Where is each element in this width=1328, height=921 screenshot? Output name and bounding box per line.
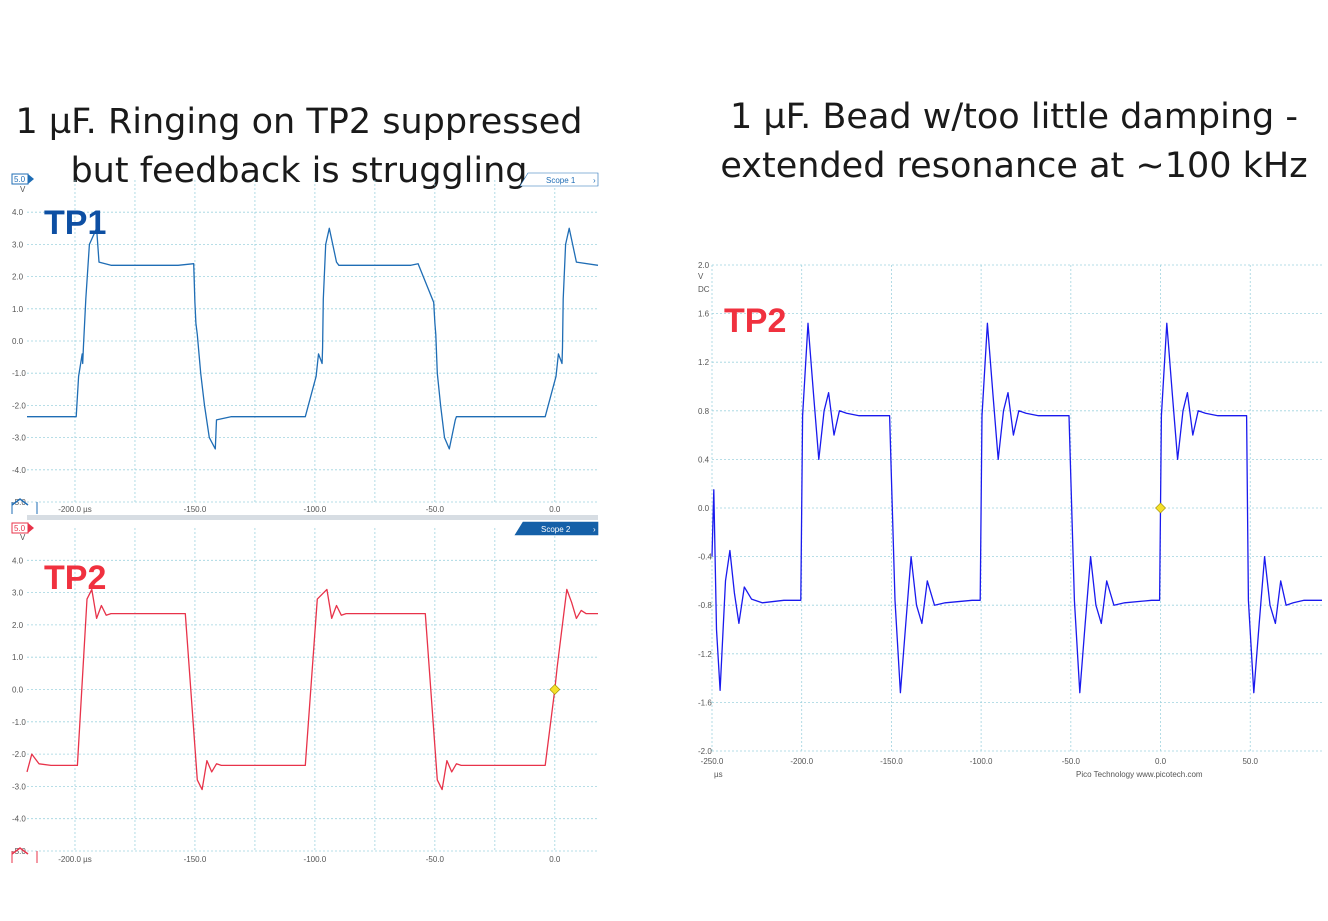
p1-range-badge-text: 5.0 [14, 175, 26, 184]
p3-coupling: DC [698, 285, 710, 294]
p1-range-arrow-icon [28, 174, 34, 184]
p1-trace-line [27, 227, 599, 450]
p3-xtick-label: -50.0 [1062, 757, 1081, 766]
p2-ytick-label: -3.0 [12, 782, 26, 791]
p1-xtick-label: -150.0 [184, 505, 207, 514]
p2-trace-line [26, 588, 598, 791]
p1-xtick-label: -200.0 µs [58, 505, 92, 514]
p2-range-arrow-icon [28, 523, 34, 533]
right-caption: 1 µF. Bead w/too little damping - extend… [700, 93, 1328, 191]
p2-ytick-label: -1.0 [12, 718, 26, 727]
p2-chart: 4.0 3.0 2.0 1.0 0.0 -1.0 -2.0 -3.0 -4.0 -5.0 -200.… [11, 521, 599, 864]
p3-xtick-label: -250.0 [701, 757, 724, 766]
p2-ytick-label: 4.0 [12, 556, 24, 565]
p3-ytick-label: -2.0 [698, 747, 712, 756]
p1-scope-tab[interactable] [519, 172, 599, 187]
p2-xtick-label: -150.0 [184, 855, 207, 864]
p1-ytick-label: 4.0 [12, 208, 24, 217]
p3-yunit: V [698, 272, 704, 281]
p3-ytick-label: 2.0 [698, 261, 710, 270]
p2-trigger-marker-icon[interactable] [549, 684, 561, 695]
p1-yunit: V [20, 185, 26, 194]
p2-chevron-icon: › [593, 525, 596, 534]
p3-ytick-label: 0.0 [698, 504, 710, 513]
p3-ytick-label: 0.8 [698, 407, 710, 416]
p3-ytick-label: -1.6 [698, 698, 712, 707]
left-caption: 1 µF. Ringing on TP2 suppressed but feed… [0, 98, 598, 196]
right-caption-line2: extended resonance at ~100 kHz [720, 146, 1308, 186]
p3-ytick-label: -0.8 [698, 601, 712, 610]
p3-xtick-label: 0.0 [1155, 757, 1167, 766]
p2-yunit: V [20, 533, 26, 542]
p2-ytick-label: -5.0 [12, 847, 26, 856]
p3-ytick-label: 1.6 [698, 310, 710, 319]
left-caption-line2: but feedback is struggling [70, 151, 528, 191]
p1-xtick-label: 0.0 [549, 505, 561, 514]
p3-ytick-label: -1.2 [698, 650, 712, 659]
left-caption-line1: 1 µF. Ringing on TP2 suppressed [15, 102, 583, 142]
p2-scope-tab-label: Scope 2 [541, 525, 571, 534]
p2-ytick-label: 0.0 [12, 686, 24, 695]
p2-ytick-label: -4.0 [12, 815, 26, 824]
p3-channel-label: TP2 [724, 302, 786, 340]
p1-ytick-label: -1.0 [12, 369, 26, 378]
p3-xtick-label: 50.0 [1242, 757, 1258, 766]
p1-ytick-label: 2.0 [12, 273, 24, 282]
p2-ytick-label: -2.0 [12, 750, 26, 759]
p2-xtick-label: 0.0 [549, 855, 561, 864]
p3-xunit: µs [714, 770, 723, 779]
p1-ytick-label: 0.0 [12, 337, 24, 346]
p3-ytick-label: 1.2 [698, 358, 710, 367]
p2-range-badge-text: 5.0 [14, 524, 26, 533]
p2-xtick-label: -200.0 µs [58, 855, 92, 864]
p2-ytick-label: 1.0 [12, 653, 24, 662]
p2-offset-marker-icon[interactable] [11, 847, 29, 855]
p1-xtick-label: -100.0 [304, 505, 327, 514]
p1-ytick-label: -4.0 [12, 466, 26, 475]
scope-separator [27, 515, 598, 520]
p1-scope-tab-label: Scope 1 [546, 176, 576, 185]
p3-ytick-label: -0.4 [698, 553, 712, 562]
p1-ytick-label: 1.0 [12, 305, 24, 314]
p1-ytick-label: -2.0 [12, 401, 26, 410]
p1-offset-marker-icon[interactable] [11, 498, 29, 506]
p3-xtick-label: -100.0 [970, 757, 993, 766]
p2-ytick-label: 3.0 [12, 589, 24, 598]
p2-scope-tab[interactable] [514, 521, 599, 536]
footer-brand: Pico Technology www.picotech.com [1076, 770, 1203, 779]
p3-xtick-label: -200.0 [790, 757, 813, 766]
p2-xtick-label: -100.0 [304, 855, 327, 864]
p2-channel-label: TP2 [44, 559, 106, 597]
p1-ytick-label: -5.0 [12, 498, 26, 507]
p2-ytick-label: 2.0 [12, 621, 24, 630]
p3-xtick-label: -150.0 [880, 757, 903, 766]
p2-xtick-label: -50.0 [426, 855, 445, 864]
p1-channel-label: TP1 [44, 204, 106, 242]
p1-ytick-label: -3.0 [12, 434, 26, 443]
right-caption-line1: 1 µF. Bead w/too little damping - [730, 97, 1298, 137]
p3-chart: 2.01.61.20.80.40.0-0.4-0.8-1.2-1.6-2.0-2… [698, 261, 1322, 779]
p1-ytick-label: 3.0 [12, 240, 24, 249]
p3-trigger-marker-icon[interactable] [1155, 502, 1166, 514]
p1-chart: 4.0 3.0 2.0 1.0 0.0 -1.0 -2.0 -3.0 -4.0 -5.0 -200.… [11, 172, 599, 514]
p1-chevron-icon: › [593, 176, 596, 185]
p1-xtick-label: -50.0 [426, 505, 445, 514]
p3-ytick-label: 0.4 [698, 455, 710, 464]
p3-trace-line [711, 322, 1322, 694]
